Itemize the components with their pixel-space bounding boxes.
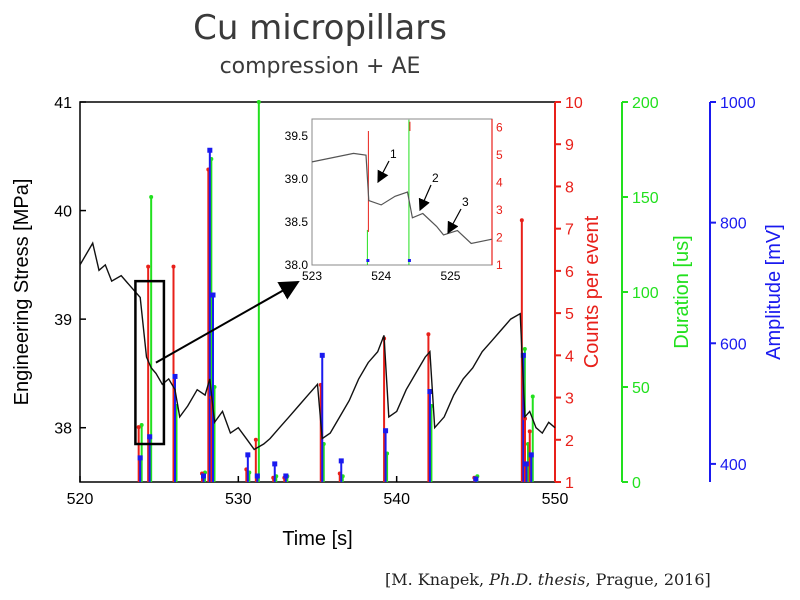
counts-tick-label: 6 [565, 264, 574, 281]
counts-tick-label: 10 [565, 95, 583, 112]
amplitude-point [520, 352, 526, 358]
x-tick-label: 520 [67, 491, 94, 508]
counts-tick-label: 8 [565, 179, 574, 196]
amplitude-point [210, 292, 216, 298]
amplitude-point [137, 455, 143, 461]
counts-point [519, 218, 524, 223]
amplitude-point [528, 452, 534, 458]
amplitude-tick-label: 600 [720, 336, 747, 353]
counts-axis-label: Counts per event [581, 215, 603, 368]
counts-tick-label: 2 [565, 433, 574, 450]
stress-tick-label: 39 [54, 312, 72, 329]
inset-annotation-arrow [377, 160, 390, 184]
inset-annotation-label: 1 [390, 147, 397, 161]
inset-y-tick-label: 39.5 [285, 129, 309, 143]
counts-tick-label: 5 [565, 306, 574, 323]
inset-annotation-label: 2 [432, 171, 439, 185]
inset-counts-tick-label: 1 [496, 258, 503, 272]
counts-point [146, 264, 151, 269]
duration-tick-label: 50 [632, 380, 650, 397]
duration-axis-label: Duration [us] [671, 235, 693, 348]
duration-point [139, 423, 144, 427]
inset-y-tick-label: 39.0 [285, 172, 309, 186]
counts-point [523, 416, 527, 421]
amplitude-axis-label: Amplitude [mV] [763, 224, 785, 360]
counts-point [253, 437, 258, 442]
inset-counts-tick-label: 3 [496, 203, 503, 217]
citation-italic: Ph.D. thesis [489, 570, 586, 589]
duration-tick-label: 200 [632, 95, 659, 112]
inset-y-tick-label: 38.0 [285, 258, 309, 272]
counts-tick-label: 4 [565, 348, 574, 365]
inset-amplitude-point [366, 259, 370, 262]
inset-amplitude-point [407, 259, 411, 262]
citation-prefix: [M. Knapek, [385, 570, 490, 589]
citation: [M. Knapek, Ph.D. thesis, Prague, 2016] [385, 570, 711, 589]
duration-point [530, 394, 535, 399]
amplitude-point [254, 473, 260, 479]
duration-tick-label: 150 [632, 190, 659, 207]
amplitude-point [172, 373, 178, 379]
inset-counts-tick-label: 2 [496, 230, 503, 244]
stress-line [79, 241, 556, 451]
amplitude-point [338, 458, 344, 464]
amplitude-point [383, 428, 389, 434]
counts-tick-label: 3 [565, 391, 574, 408]
duration-tick-label: 100 [632, 285, 659, 302]
inset-counts-tick-label: 5 [496, 148, 503, 162]
inset-annotation-label: 3 [462, 195, 469, 209]
stress-tick-label: 38 [54, 421, 72, 438]
amplitude-point [272, 461, 278, 467]
citation-suffix: , Prague, 2016] [585, 570, 711, 589]
inset-x-tick-label: 523 [302, 269, 322, 283]
amplitude-point [427, 389, 433, 395]
counts-tick-label: 9 [565, 137, 574, 154]
amplitude-point [207, 147, 213, 153]
amplitude-point [245, 452, 251, 458]
duration-point [149, 195, 154, 199]
inset-annotation-arrow [447, 208, 462, 235]
inset-y-tick-label: 38.5 [285, 215, 309, 229]
inset-annotation-arrow [418, 184, 432, 212]
x-tick-label: 540 [383, 491, 410, 508]
amplitude-point [147, 434, 153, 440]
inset-x-tick-label: 524 [371, 269, 391, 283]
x-tick-label: 550 [542, 491, 569, 508]
inset-counts-tick-label: 6 [496, 120, 503, 134]
stress-tick-label: 41 [54, 95, 72, 112]
counts-point [426, 332, 431, 337]
amplitude-tick-label: 400 [720, 457, 747, 474]
zoom-arrow [155, 281, 300, 364]
amplitude-tick-label: 1000 [720, 95, 756, 112]
zoom-box [134, 279, 166, 446]
counts-point [136, 425, 141, 430]
duration-tick-label: 0 [632, 475, 641, 492]
x-axis-label: Time [s] [282, 528, 352, 550]
counts-point [527, 429, 532, 434]
amplitude-point [201, 473, 206, 479]
amplitude-point [319, 352, 325, 358]
stress-tick-label: 40 [54, 204, 72, 221]
amplitude-point [524, 461, 529, 467]
inset-background [310, 117, 494, 267]
inset-x-tick-label: 525 [440, 269, 460, 283]
inset-counts-tick-label: 4 [496, 175, 503, 189]
chart-subtitle: compression + AE [219, 54, 421, 79]
duration-point [256, 100, 261, 104]
amplitude-point [283, 473, 289, 479]
x-tick-label: 530 [225, 491, 252, 508]
stress-axis-label: Engineering Stress [MPa] [11, 179, 33, 406]
chart-title: Cu micropillars [193, 8, 447, 48]
duration-point [522, 347, 527, 351]
counts-point [171, 264, 176, 269]
amplitude-point [473, 476, 479, 482]
counts-tick-label: 1 [565, 475, 574, 492]
amplitude-tick-label: 800 [720, 216, 747, 233]
counts-tick-label: 7 [565, 222, 574, 239]
